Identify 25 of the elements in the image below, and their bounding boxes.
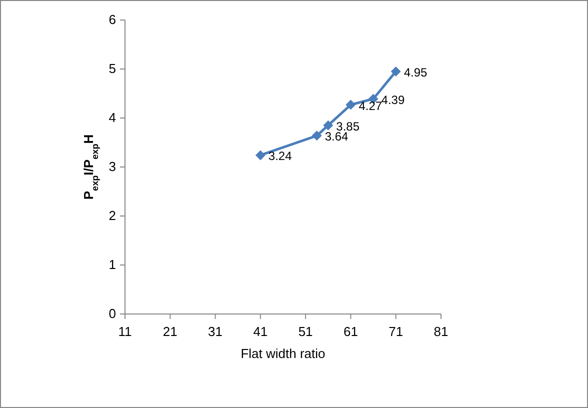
data-label: 4.95: [404, 65, 428, 80]
y-tick-label: 3: [108, 159, 116, 174]
x-tick-label: 31: [208, 324, 223, 339]
x-axis-title: Flat width ratio: [240, 346, 326, 361]
y-tick-label: 5: [108, 61, 116, 76]
data-label: 4.39: [381, 92, 405, 107]
x-tick-label: 11: [118, 324, 132, 339]
x-tick-label: 81: [434, 324, 448, 339]
point: [390, 66, 401, 76]
y-tick-label: 6: [108, 12, 116, 27]
y-tick-label: 2: [108, 208, 116, 223]
x-tick-label: 71: [388, 324, 404, 339]
x-tick-label: 61: [343, 324, 358, 339]
y-tick-label: 4: [108, 110, 116, 125]
y-tick-label: 0: [108, 306, 116, 321]
point: [255, 150, 266, 160]
y-tick-label: 1: [108, 257, 116, 272]
x-tick-label: 21: [162, 324, 178, 339]
x-tick-label: 41: [253, 324, 268, 339]
data-label: 3.24: [268, 149, 292, 164]
x-tick-label: 51: [298, 324, 313, 339]
point: [346, 100, 356, 110]
point: [312, 130, 322, 141]
point: [323, 120, 334, 130]
data-label: 4.27: [358, 98, 382, 113]
